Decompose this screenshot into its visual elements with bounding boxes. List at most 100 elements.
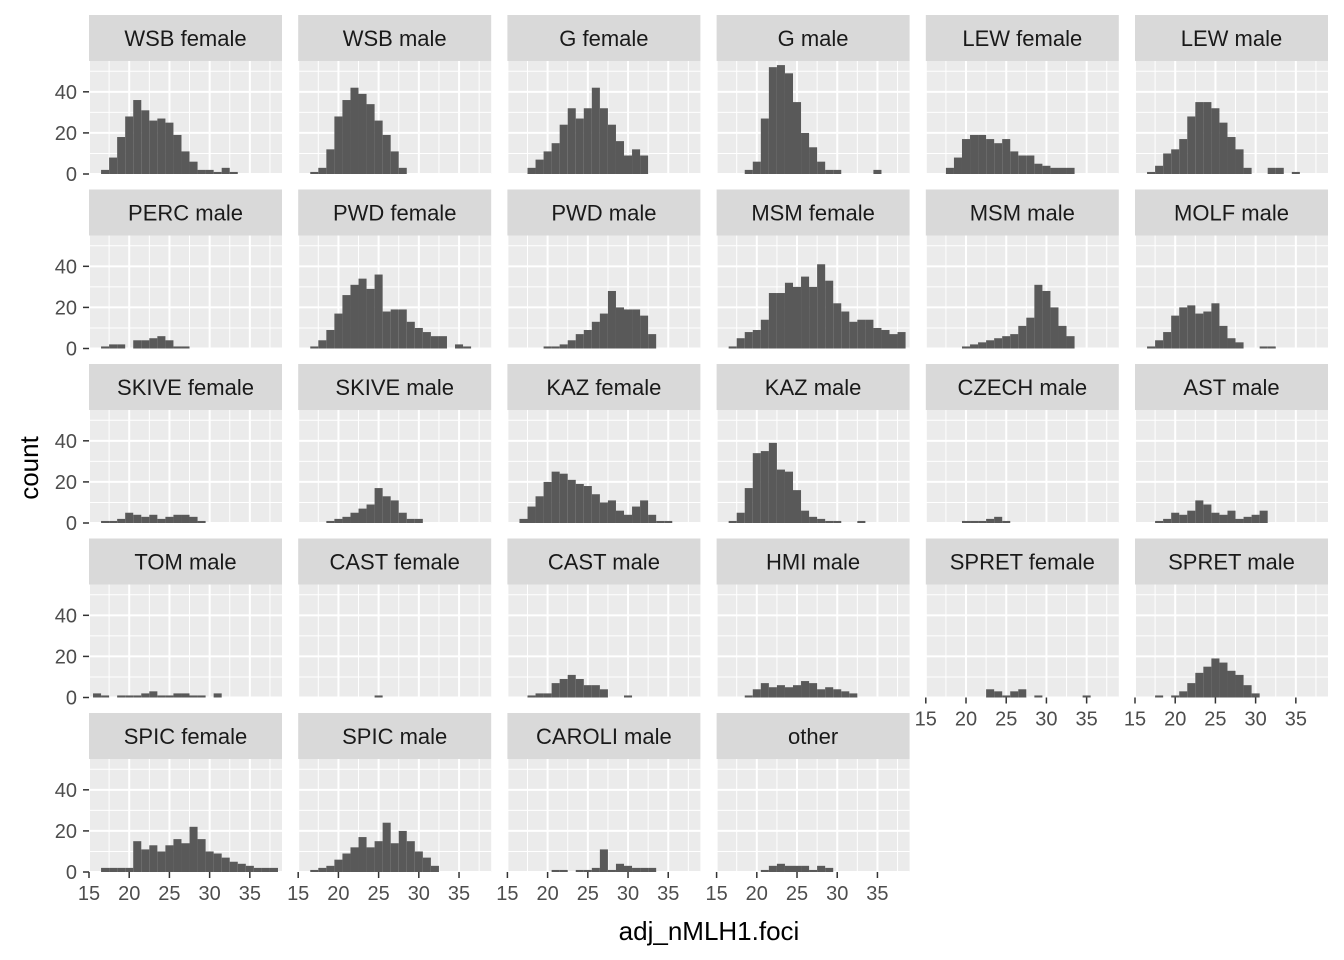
- histogram-bar: [229, 171, 238, 174]
- histogram-bar: [366, 504, 375, 523]
- histogram-bar: [1050, 167, 1059, 174]
- panel-background: [89, 584, 282, 698]
- facet-strip-label: SPIC male: [342, 724, 447, 749]
- histogram-bar: [1058, 325, 1067, 349]
- histogram-bar: [591, 685, 600, 698]
- histogram-bar: [1243, 167, 1252, 174]
- panels-layer: WSB female 0 20 40 WSB male G female G male LEW…: [55, 15, 1328, 905]
- histogram-bar: [374, 841, 383, 872]
- histogram-bar: [792, 490, 802, 523]
- histogram-bar: [1002, 520, 1011, 523]
- facet-strip: [507, 538, 701, 585]
- histogram-bar: [342, 516, 351, 523]
- histogram-bar: [994, 143, 1003, 174]
- panel-background: [507, 584, 701, 698]
- histogram-bar: [1235, 149, 1244, 174]
- histogram-bar: [986, 689, 995, 698]
- histogram-bar: [736, 512, 745, 523]
- histogram-bar: [463, 346, 472, 349]
- histogram-bar: [559, 869, 568, 872]
- histogram-bar: [398, 167, 407, 174]
- histogram-bar: [1018, 689, 1027, 698]
- histogram-bar: [607, 500, 616, 523]
- histogram-bar: [414, 851, 423, 872]
- histogram-bar: [817, 689, 826, 698]
- histogram-bar: [776, 65, 785, 174]
- histogram-bar: [575, 483, 584, 523]
- histogram-bar: [414, 327, 423, 349]
- histogram-bar: [583, 869, 592, 872]
- x-tick-label: 35: [239, 883, 261, 905]
- histogram-bar: [817, 161, 826, 174]
- histogram-bar: [583, 685, 592, 698]
- histogram-bar: [744, 332, 753, 349]
- histogram-bar: [559, 679, 568, 698]
- histogram-bar: [318, 167, 327, 174]
- histogram-bar: [1235, 342, 1244, 349]
- histogram-bar: [1042, 165, 1051, 174]
- histogram-bar: [117, 867, 126, 872]
- x-tick-label: 15: [78, 883, 100, 905]
- histogram-bar: [117, 137, 126, 174]
- histogram-bar: [776, 293, 785, 349]
- x-tick-label: 30: [826, 883, 848, 905]
- facet-panel: PWD male: [506, 189, 701, 350]
- histogram-bar: [1211, 512, 1220, 523]
- histogram-bar: [197, 695, 206, 698]
- x-tick-label: 35: [1076, 709, 1098, 731]
- histogram-bar: [607, 290, 616, 349]
- histogram-bar: [1147, 171, 1156, 174]
- histogram-bar: [109, 157, 118, 174]
- histogram-bar: [752, 453, 761, 523]
- x-axis-title: adj_nMLH1.foci: [619, 916, 800, 946]
- histogram-bar: [825, 520, 834, 523]
- x-tick-label: 35: [866, 883, 888, 905]
- histogram-bar: [1155, 695, 1164, 698]
- y-tick-label: 0: [66, 688, 77, 710]
- facet-strip-label: WSB male: [343, 26, 447, 51]
- histogram-bar: [551, 471, 560, 523]
- y-tick-label: 40: [55, 431, 77, 453]
- histogram-bar: [551, 869, 560, 872]
- histogram-bar: [1171, 149, 1180, 174]
- histogram-bar: [390, 151, 399, 174]
- histogram-bar: [1243, 685, 1252, 698]
- histogram-bar: [809, 516, 818, 523]
- histogram-bar: [181, 843, 190, 872]
- y-tick-label: 40: [55, 780, 77, 802]
- histogram-bar: [221, 167, 230, 174]
- histogram-bar: [1187, 510, 1196, 523]
- histogram-bar: [358, 837, 367, 872]
- histogram-bar: [1195, 672, 1204, 698]
- facet-strip-label: CAST male: [548, 550, 660, 575]
- facet-panel: MSM male: [924, 189, 1119, 350]
- histogram-bar: [1195, 500, 1204, 523]
- histogram-bar: [165, 695, 174, 698]
- histogram-bar: [366, 104, 375, 174]
- histogram-bar: [575, 679, 584, 698]
- histogram-bar: [1235, 518, 1244, 523]
- histogram-bar: [1171, 695, 1180, 698]
- histogram-bar: [1195, 313, 1204, 349]
- histogram-bar: [1002, 336, 1011, 349]
- histogram-bar: [809, 869, 818, 872]
- y-tick-label: 20: [55, 646, 77, 668]
- histogram-bar: [817, 865, 826, 872]
- histogram-bar: [801, 865, 810, 872]
- histogram-bar: [640, 155, 649, 174]
- histogram-bar: [1227, 137, 1236, 174]
- histogram-bar: [1002, 139, 1011, 174]
- histogram-bar: [624, 155, 633, 174]
- facet-strip-label: other: [788, 724, 838, 749]
- histogram-bar: [165, 340, 174, 349]
- histogram-bar: [744, 169, 753, 174]
- histogram-bar: [591, 494, 600, 523]
- y-tick-label: 0: [66, 164, 77, 186]
- histogram-bar: [849, 693, 858, 698]
- histogram-bar: [575, 118, 584, 174]
- histogram-bar: [390, 500, 399, 523]
- histogram-bar: [213, 693, 222, 698]
- histogram-bar: [527, 695, 536, 698]
- histogram-bar: [648, 514, 657, 523]
- facet-strip-label: HMI male: [766, 550, 860, 575]
